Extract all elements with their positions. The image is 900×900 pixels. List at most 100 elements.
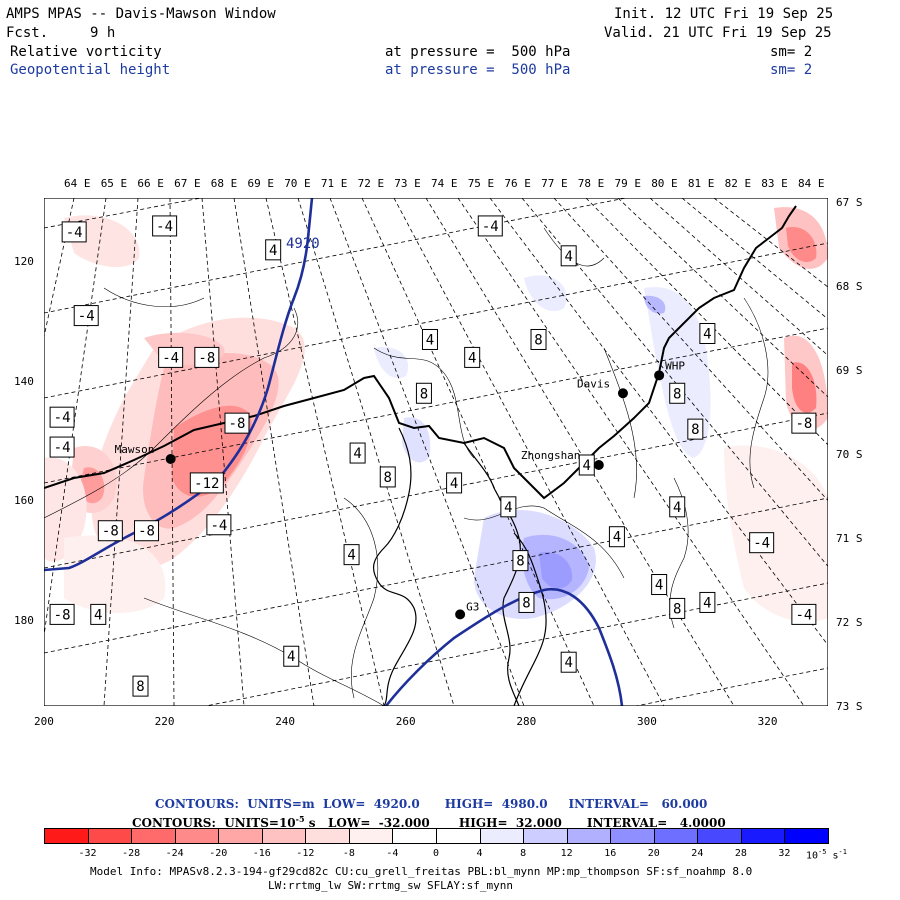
svg-text:4: 4: [353, 446, 361, 462]
contour-value-label: 8: [132, 675, 149, 697]
contour-value-label: -4: [61, 221, 87, 243]
colorbar-swatch: [305, 828, 350, 844]
contour-value-label: 4: [343, 544, 360, 566]
colorbar-label: 0: [432, 848, 440, 859]
contour-value-label: 4: [560, 245, 577, 267]
contour-value-label: 8: [415, 382, 432, 404]
contour-value-label: 4: [578, 454, 595, 476]
colorbar-label: 16: [604, 848, 617, 859]
forecast-hour: 9 h: [90, 25, 116, 41]
x-tick-label: 240: [275, 715, 296, 728]
station-label: Mawson: [115, 443, 155, 456]
colorbar-swatch: [523, 828, 568, 844]
x-tick-label: 320: [757, 715, 778, 728]
y-tick-label: 120: [14, 255, 34, 268]
longitude-label: 74 E: [431, 177, 458, 190]
latitude-label: 73 S: [836, 700, 863, 713]
svg-text:4: 4: [583, 458, 591, 474]
svg-text:8: 8: [673, 601, 681, 617]
colorbar-swatch: [87, 828, 133, 844]
contour-value-label: 4: [283, 645, 300, 667]
plot-title: AMPS MPAS -- Davis-Mawson Window: [6, 6, 276, 22]
colorbar-swatch: [174, 828, 220, 844]
svg-text:4: 4: [426, 332, 434, 348]
colorbar-swatch: [610, 828, 655, 844]
svg-text:-4: -4: [78, 309, 95, 325]
latitude-label: 72 S: [836, 616, 863, 629]
latitude-label: 68 S: [836, 280, 863, 293]
contour-value-label: -8: [134, 520, 160, 542]
svg-text:4: 4: [347, 548, 355, 564]
colorbar-swatch: [784, 828, 829, 844]
station-label: G3: [466, 600, 479, 613]
contour-value-label: 4: [608, 526, 625, 548]
contour-value-label: -8: [791, 412, 817, 434]
contour-value-label: -4: [749, 532, 775, 554]
svg-text:-4: -4: [210, 518, 227, 534]
height-contour: [44, 198, 314, 572]
contour-value-label: -8: [224, 412, 250, 434]
svg-text:-4: -4: [795, 607, 812, 623]
contour-value-label: 4: [669, 496, 686, 518]
svg-text:-8: -8: [795, 416, 812, 432]
svg-text:8: 8: [673, 386, 681, 402]
contour-value-label: 8: [512, 550, 529, 572]
model-info-physics: LW:rrtmg_lw SW:rrtmg_sw SFLAY:sf_mynn: [268, 879, 514, 892]
colorbar-label: 28: [734, 848, 747, 859]
contour-value-label: 8: [379, 466, 396, 488]
contour-value-label: 4: [500, 496, 517, 518]
contour-value-label: 4: [651, 574, 668, 596]
svg-text:8: 8: [516, 554, 524, 570]
colorbar-label: -4: [386, 848, 399, 859]
colorbar-label: -24: [165, 848, 184, 859]
colorbar-swatch: [697, 828, 742, 844]
contour-value-label: 4: [446, 472, 463, 494]
svg-text:4: 4: [504, 500, 512, 516]
longitude-label: 68 E: [210, 177, 238, 190]
contour-value-label: -4: [791, 603, 817, 625]
longitude-label: 73 E: [394, 177, 421, 190]
contour-value-label: -8: [49, 603, 75, 625]
latitude-label: 69 S: [836, 364, 863, 377]
longitude-label: 70 E: [284, 177, 311, 190]
svg-text:4: 4: [703, 327, 711, 343]
svg-text:-8: -8: [138, 524, 155, 540]
svg-text:-8: -8: [54, 607, 71, 623]
colorbar-swatch: [218, 828, 263, 844]
graticule: [44, 198, 828, 706]
svg-text:8: 8: [522, 595, 530, 611]
colorbar-label: 8: [520, 848, 527, 859]
valid-time: Valid. 21 UTC Fri 19 Sep 25: [604, 25, 832, 41]
longitude-label: 64 E: [64, 177, 91, 190]
svg-text:8: 8: [534, 332, 542, 348]
contour-value-label: -8: [194, 346, 220, 368]
colorbar-label: -8: [342, 848, 355, 859]
x-tick-label: 200: [34, 715, 54, 728]
svg-text:-12: -12: [194, 476, 219, 492]
svg-text:-4: -4: [66, 225, 83, 241]
station-marker: [165, 454, 176, 465]
longitude-label: 65 E: [100, 177, 128, 190]
contour-value-label: -12: [189, 472, 224, 494]
x-tick-label: 220: [154, 715, 175, 728]
colorbar-label: -12: [296, 848, 315, 859]
contour-value-label: 8: [530, 328, 547, 350]
station-label: WHP: [665, 359, 685, 372]
field1-level: at pressure = 500 hPa: [385, 44, 571, 60]
svg-text:-8: -8: [229, 416, 246, 432]
station-marker: [654, 370, 665, 381]
colorbar-label: 20: [647, 848, 660, 859]
svg-text:4: 4: [703, 595, 711, 611]
model-info: Model Info: MPASv8.2.3-194-gf29cd82c CU:…: [90, 865, 753, 878]
contour-value-label: -4: [477, 215, 503, 237]
svg-text:4: 4: [564, 655, 572, 671]
colorbar-swatch: [566, 828, 612, 844]
svg-text:4: 4: [94, 607, 102, 623]
longitude-label: 66 E: [137, 177, 164, 190]
svg-text:-8: -8: [198, 350, 215, 366]
svg-text:8: 8: [136, 679, 144, 695]
colorbar-swatch: [436, 828, 481, 844]
contour-value-label: 4: [699, 323, 716, 345]
longitude-label: 69 E: [247, 177, 275, 190]
vorticity-shading: [44, 207, 828, 622]
